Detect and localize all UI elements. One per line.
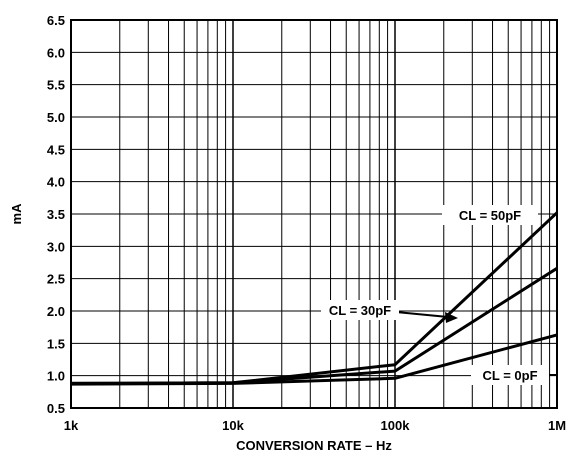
y-tick-label: 2.0 [47, 304, 65, 319]
y-tick-label: 4.0 [47, 175, 65, 190]
y-tick-label: 5.5 [47, 78, 65, 93]
plot-frame [70, 19, 558, 409]
series-lines [70, 211, 559, 386]
annotation-cl-50pf-background [442, 205, 538, 225]
y-tick-label: 3.0 [47, 239, 65, 254]
y-tick-label: 3.5 [47, 207, 65, 222]
y-tick-label: 1.5 [47, 336, 65, 351]
y-tick-label: 6.0 [47, 45, 65, 60]
x-tick-labels: 1k 10k 100k 1M [64, 418, 566, 433]
x-tick-label: 100k [381, 418, 411, 433]
x-tick-label: 1k [64, 418, 79, 433]
y-tick-label: 2.5 [47, 272, 65, 287]
annotation-cl-0pf: CL = 0pF [482, 368, 537, 383]
annotation-cl-30pf-background [321, 300, 399, 320]
annotation-cl-0pf-background [471, 365, 549, 385]
x-tick-label: 1M [548, 418, 566, 433]
y-tick-label: 5.0 [47, 110, 65, 125]
annotation-cl-30pf: CL = 30pF [329, 303, 391, 318]
y-tick-label: 6.5 [47, 13, 65, 28]
annotation-cl-30pf-arrow [445, 312, 458, 323]
series-line-2 [70, 333, 558, 386]
y-tick-labels: 0.5 1.0 1.5 2.0 2.5 3.0 3.5 4.0 4.5 5.0 5.5 6.0 6.5 [47, 13, 65, 416]
annotation-cl-50pf: CL = 50pF [459, 208, 521, 223]
grid [70, 19, 558, 409]
annotations: CL = 50pF CL = 30pF CL = 0pF [321, 205, 556, 385]
x-tick-label: 10k [222, 418, 244, 433]
y-tick-label: 0.5 [47, 401, 65, 416]
y-axis-label: mA [9, 203, 24, 225]
annotation-cl-30pf-leader [395, 311, 449, 318]
y-tick-label: 4.5 [47, 142, 65, 157]
y-tick-label: 1.0 [47, 369, 65, 384]
x-axis-label: CONVERSION RATE – Hz [236, 438, 392, 453]
